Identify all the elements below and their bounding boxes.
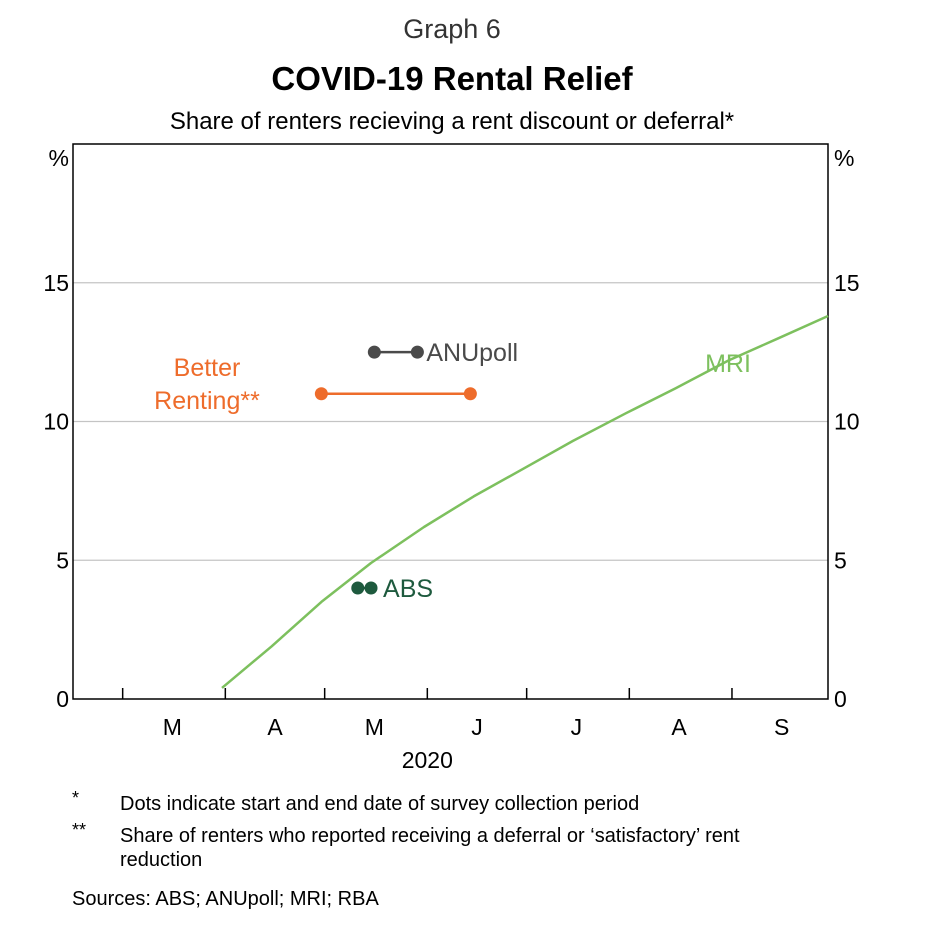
- range-start-dot-better-renting: [314, 387, 328, 401]
- series-label-better-renting-line1: Better: [174, 354, 241, 382]
- x-tick-label: M: [365, 714, 384, 740]
- x-tick-label: S: [774, 714, 789, 740]
- axis-ticks: [121, 688, 733, 699]
- footnote-1: * Dots indicate start and end date of su…: [72, 788, 892, 816]
- y-tick-label-left: 10: [43, 409, 69, 435]
- range-start-dot-abs: [351, 581, 365, 595]
- y-tick-label-left: 5: [56, 547, 69, 573]
- footnote-marker: *: [72, 788, 80, 808]
- range-end-dot-abs: [364, 581, 378, 595]
- y-tick-label-left: 0: [56, 686, 69, 712]
- y-tick-label-right: 0: [834, 686, 847, 712]
- footnote-text: Dots indicate start and end date of surv…: [120, 793, 640, 815]
- x-tick-label: M: [163, 714, 182, 740]
- range-end-dot-better-renting: [463, 387, 477, 401]
- footnotes: * Dots indicate start and end date of su…: [72, 788, 892, 872]
- graph-number-label: Graph 6: [403, 14, 501, 44]
- y-unit-left: %: [49, 145, 69, 171]
- series-line-mri: [221, 314, 829, 689]
- gridlines: [73, 282, 828, 561]
- x-tick-label: A: [671, 714, 687, 740]
- chart-subtitle: Share of renters recieving a rent discou…: [169, 108, 735, 135]
- x-tick-label: A: [267, 714, 283, 740]
- y-tick-label-right: 15: [834, 270, 860, 296]
- footnote-marker: **: [72, 820, 87, 840]
- footnote-2: ** Share of renters who reported receivi…: [72, 820, 892, 872]
- x-tick-label: J: [571, 714, 583, 740]
- sources-note: Sources: ABS; ANUpoll; MRI; RBA: [72, 888, 379, 910]
- plot-frame: [72, 143, 829, 700]
- chart-area: 0 0 5 5 10 10 15 15% % M A M J J A S 2020 MRI ANUpoll Bett…: [43, 143, 860, 773]
- axis-labels: 0 0 5 5 10 10 15 15% % M A M J J A S 2020: [43, 145, 859, 773]
- y-tick-label-left: 15: [43, 270, 69, 296]
- range-start-dot-anupoll: [367, 345, 381, 359]
- y-unit-right: %: [834, 145, 854, 171]
- series-label-anupoll: ANUpoll: [426, 339, 518, 367]
- x-year-label: 2020: [402, 747, 453, 773]
- chart-title: COVID-19 Rental Relief: [271, 60, 633, 97]
- range-end-dot-anupoll: [410, 345, 424, 359]
- y-tick-label-right: 5: [834, 547, 847, 573]
- x-tick-label: J: [471, 714, 483, 740]
- series-layer: MRI ANUpoll Better Renting** ABS: [154, 314, 829, 689]
- series-label-abs: ABS: [383, 575, 433, 603]
- y-tick-label-right: 10: [834, 409, 860, 435]
- series-label-mri: MRI: [705, 350, 751, 378]
- series-label-better-renting-line2: Renting**: [154, 387, 260, 415]
- footnote-text: Share of renters who reported receiving …: [120, 825, 740, 871]
